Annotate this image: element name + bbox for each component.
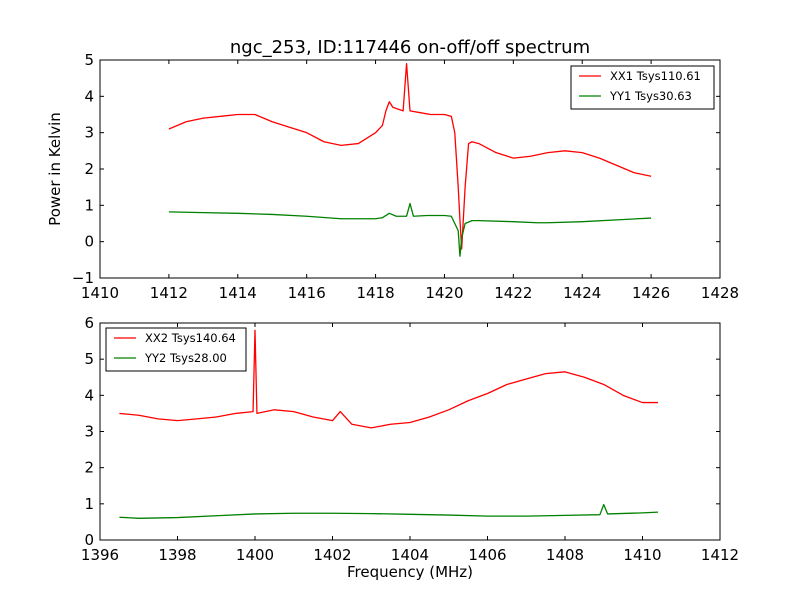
x-tick-label: 1398 bbox=[158, 546, 196, 564]
x-tick-label: 1412 bbox=[150, 284, 188, 302]
panel-2: 1396 1398 1400 1402 1404 1406 1408 1410 1412 0 1 2 3… bbox=[81, 314, 739, 581]
y-tick-label: 4 bbox=[84, 386, 94, 404]
y-tick-label: 3 bbox=[84, 124, 94, 142]
legend-label: YY2 Tsys28.00 bbox=[144, 351, 227, 365]
legend: XX1 Tsys110.61 YY1 Tsys30.63 bbox=[570, 65, 715, 110]
x-tick-label: 1422 bbox=[494, 284, 532, 302]
y-tick-label: 5 bbox=[84, 350, 94, 368]
legend-label: XX2 Tsys140.64 bbox=[145, 331, 236, 345]
x-tick-label: 1404 bbox=[391, 546, 429, 564]
y-tick-label: −1 bbox=[72, 269, 94, 287]
x-tick-label: 1410 bbox=[81, 284, 119, 302]
legend-label: YY1 Tsys30.63 bbox=[609, 89, 692, 103]
y-tick-label: 5 bbox=[84, 51, 94, 69]
series-line-xx1 bbox=[168, 62, 652, 250]
y-tick-label: 6 bbox=[84, 314, 94, 332]
y-tick-label: 0 bbox=[84, 233, 94, 251]
x-tick-label: 1424 bbox=[563, 284, 601, 302]
x-tick-label: 1418 bbox=[356, 284, 394, 302]
x-tick-label: 1412 bbox=[701, 546, 739, 564]
legend-label: XX1 Tsys110.61 bbox=[610, 69, 701, 83]
y-tick-label: 4 bbox=[84, 87, 94, 105]
x-tick-label: 1428 bbox=[701, 284, 739, 302]
x-tick-label: 1410 bbox=[623, 546, 661, 564]
series-line-yy1 bbox=[168, 202, 652, 257]
series-line-yy2 bbox=[119, 503, 659, 519]
x-tick-label: 1416 bbox=[288, 284, 326, 302]
legend-box bbox=[105, 327, 247, 372]
y-tick-label: 1 bbox=[84, 495, 94, 513]
y-tick-label: 0 bbox=[84, 531, 94, 549]
legend-box bbox=[570, 65, 715, 110]
y-tick-label: 3 bbox=[84, 423, 94, 441]
x-tick-label: 1408 bbox=[546, 546, 584, 564]
y-tick-label: 2 bbox=[84, 160, 94, 178]
y-tick-label: 2 bbox=[84, 459, 94, 477]
chart-title: ngc_253, ID:117446 on-off/off spectrum bbox=[230, 37, 590, 58]
x-tick-label: 1426 bbox=[632, 284, 670, 302]
x-tick-label: 1420 bbox=[425, 284, 463, 302]
y-axis-label: Power in Kelvin bbox=[46, 112, 64, 226]
x-axis-label: Frequency (MHz) bbox=[347, 563, 473, 581]
x-tick-label: 1406 bbox=[468, 546, 506, 564]
x-tick-label: 1400 bbox=[236, 546, 274, 564]
series-line-xx2 bbox=[119, 329, 658, 429]
y-tick-label: 1 bbox=[84, 196, 94, 214]
legend: XX2 Tsys140.64 YY2 Tsys28.00 bbox=[105, 327, 247, 372]
x-tick-label: 1414 bbox=[219, 284, 257, 302]
panel-1: 1410 1412 1414 1416 1418 1420 1422 1424 1426 1428… bbox=[46, 51, 739, 302]
x-tick-label: 1396 bbox=[81, 546, 119, 564]
x-tick-label: 1402 bbox=[313, 546, 351, 564]
